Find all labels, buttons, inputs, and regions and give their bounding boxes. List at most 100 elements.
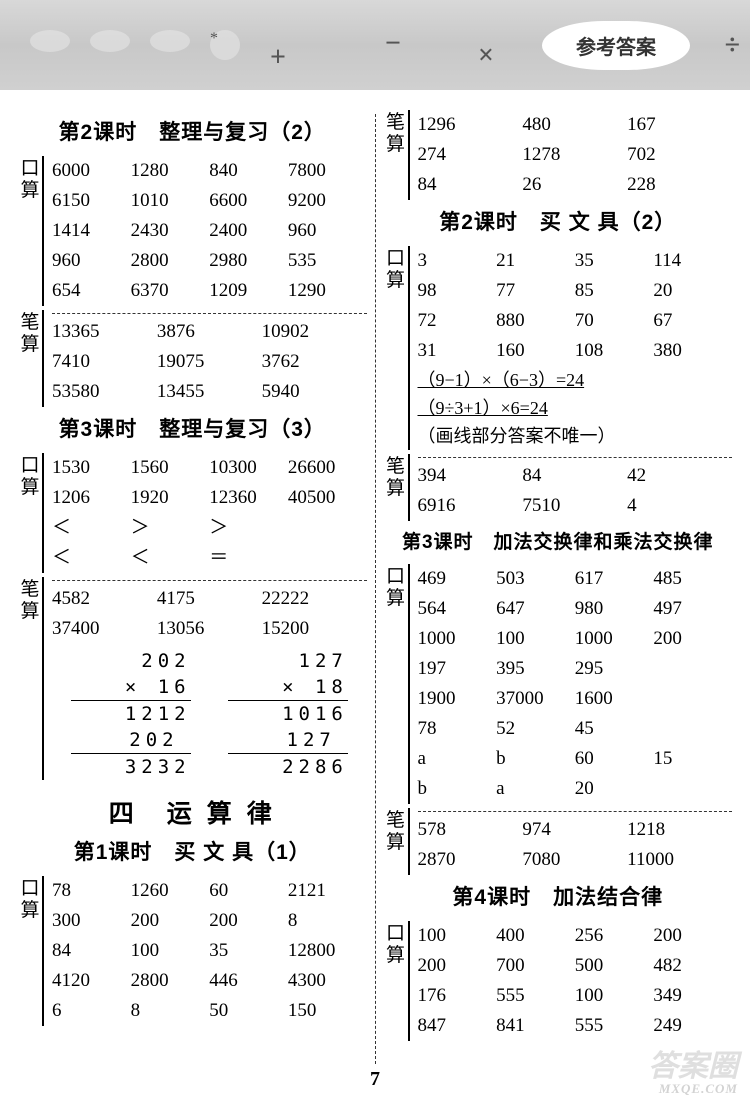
table-cell: 78 bbox=[418, 714, 497, 744]
table-row: 781260602121 bbox=[52, 876, 367, 906]
section-title: 第3课时 加法交换律和乘法交换律 bbox=[384, 527, 733, 554]
table-cell: 9200 bbox=[288, 186, 367, 216]
table-cell: 349 bbox=[653, 981, 732, 1011]
header-banner: * + − × ÷ 参考答案 bbox=[0, 0, 750, 90]
table-cell: 500 bbox=[575, 951, 654, 981]
table-row: ab6015 bbox=[418, 744, 733, 774]
mental-calc-block: 口算 321351149877852072880706731160108380 … bbox=[384, 246, 733, 450]
table: 4695036174855646479804971000100100020019… bbox=[408, 564, 733, 804]
table-cell: 578 bbox=[418, 815, 523, 845]
table-row: 1296480167 bbox=[418, 110, 733, 140]
table-cell: 160 bbox=[496, 336, 575, 366]
table-cell: 8 bbox=[131, 996, 210, 1026]
table-cell: 7800 bbox=[288, 156, 367, 186]
table-cell: 11000 bbox=[627, 845, 732, 875]
mental-calc-block: 口算 4695036174855646479804971000100100020… bbox=[384, 564, 733, 804]
table-cell: 564 bbox=[418, 594, 497, 624]
table-cell bbox=[653, 654, 732, 684]
table-cell: 13365 bbox=[52, 317, 157, 347]
table-cell: 555 bbox=[496, 981, 575, 1011]
table-cell: ＞ bbox=[209, 513, 288, 543]
section-title: 第3课时 整理与复习（3） bbox=[18, 413, 367, 443]
table-row: 654637012091290 bbox=[52, 276, 367, 306]
table-cell: 485 bbox=[653, 564, 732, 594]
table-cell: 53580 bbox=[52, 377, 157, 407]
table-cell: 176 bbox=[418, 981, 497, 1011]
times-icon: × bbox=[478, 40, 494, 72]
table-row: 374001305615200 bbox=[52, 614, 367, 644]
table-row: 847841555249 bbox=[418, 1011, 733, 1041]
table-cell: 167 bbox=[627, 110, 732, 140]
table-cell: 395 bbox=[496, 654, 575, 684]
table-cell: 1010 bbox=[131, 186, 210, 216]
table-row: 200700500482 bbox=[418, 951, 733, 981]
table-cell bbox=[653, 774, 732, 804]
table-cell bbox=[653, 684, 732, 714]
table-cell: 26 bbox=[522, 170, 627, 200]
table-cell: 200 bbox=[131, 906, 210, 936]
snowflake-icon: * bbox=[210, 30, 240, 60]
table-cell: 84 bbox=[52, 936, 131, 966]
table-cell: 1000 bbox=[575, 624, 654, 654]
vm-operand: 202 bbox=[71, 648, 191, 674]
table-cell: 1280 bbox=[131, 156, 210, 186]
table-cell: 8 bbox=[288, 906, 367, 936]
table-cell: 12360 bbox=[209, 483, 288, 513]
table-cell: 6 bbox=[52, 996, 131, 1026]
table-row: 6150101066009200 bbox=[52, 186, 367, 216]
table-cell: 50 bbox=[209, 996, 288, 1026]
page-number: 7 bbox=[370, 1068, 380, 1091]
table-cell: 1260 bbox=[131, 876, 210, 906]
table-cell: 960 bbox=[52, 246, 131, 276]
table-cell: 3876 bbox=[157, 317, 262, 347]
table-cell: 12800 bbox=[288, 936, 367, 966]
vm-partial: 1212 bbox=[71, 701, 191, 727]
table-cell: 37400 bbox=[52, 614, 157, 644]
table-cell: 1296 bbox=[418, 110, 523, 140]
table-cell: 84 bbox=[418, 170, 523, 200]
table-cell: 394 bbox=[418, 461, 523, 491]
table-cell: 1530 bbox=[52, 453, 131, 483]
written-calc-block: 笔算 3948442691675104 bbox=[384, 454, 733, 521]
minus-icon: − bbox=[385, 28, 401, 60]
section-title: 第2课时 买 文 具（2） bbox=[384, 206, 733, 236]
table-cell: 197 bbox=[418, 654, 497, 684]
table-cell: 840 bbox=[209, 156, 288, 186]
section-title: 第4课时 加法结合律 bbox=[384, 881, 733, 911]
table-row: 53580134555940 bbox=[52, 377, 367, 407]
table-cell: 960 bbox=[288, 216, 367, 246]
table-cell: a bbox=[496, 774, 575, 804]
equation-line: （9−1）×（6−3）=24 bbox=[418, 366, 733, 394]
table-cell: 4175 bbox=[157, 584, 262, 614]
table-cell: 400 bbox=[496, 921, 575, 951]
vertical-multiplication: 202 × 16 1212 202 3232 127 × 18 1016 127 bbox=[52, 648, 367, 780]
table-cell: ＜ bbox=[52, 513, 131, 543]
table-cell: 228 bbox=[627, 170, 732, 200]
equation-line: （9÷3+1）×6=24 bbox=[418, 394, 733, 422]
table-cell: 3 bbox=[418, 246, 497, 276]
table-cell: 100 bbox=[131, 936, 210, 966]
table-cell: 1900 bbox=[418, 684, 497, 714]
table-row: 564647980497 bbox=[418, 594, 733, 624]
table-cell: 200 bbox=[209, 906, 288, 936]
table-row: 2870708011000 bbox=[418, 845, 733, 875]
vm-operand: 16 bbox=[158, 676, 191, 698]
table-cell: 4582 bbox=[52, 584, 157, 614]
table-cell: 4 bbox=[627, 491, 732, 521]
table-cell: 100 bbox=[575, 981, 654, 1011]
table-cell: 974 bbox=[522, 815, 627, 845]
table-cell: 37000 bbox=[496, 684, 575, 714]
table-cell: 469 bbox=[418, 564, 497, 594]
table-cell: a bbox=[418, 744, 497, 774]
table-cell: 6600 bbox=[209, 186, 288, 216]
vm-partial: 127 bbox=[228, 727, 348, 753]
table-cell: 35 bbox=[209, 936, 288, 966]
table: 129648016727412787028426228 bbox=[408, 110, 733, 200]
table-cell: 256 bbox=[575, 921, 654, 951]
written-calc-block: 笔算 57897412182870708011000 bbox=[384, 808, 733, 875]
note-line: （画线部分答案不唯一） bbox=[418, 422, 733, 450]
table-cell: 1278 bbox=[522, 140, 627, 170]
table: 6000128084078006150101066009200141424302… bbox=[42, 156, 367, 306]
table-cell: 497 bbox=[653, 594, 732, 624]
table-cell: 2121 bbox=[288, 876, 367, 906]
